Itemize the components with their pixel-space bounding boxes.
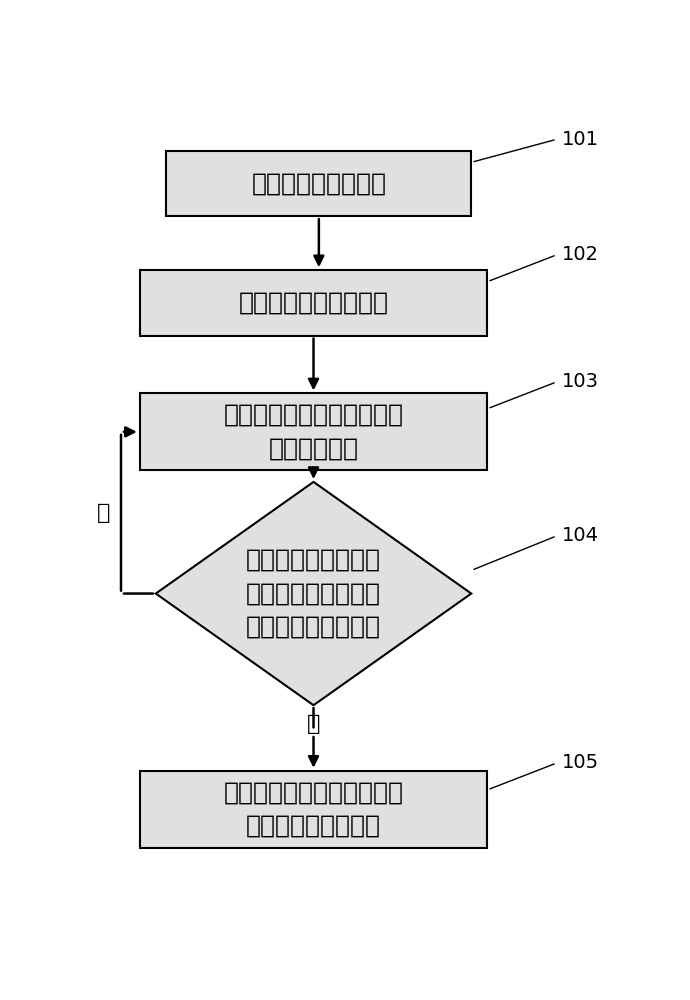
Polygon shape [156, 482, 471, 705]
FancyBboxPatch shape [139, 771, 487, 848]
Text: 103: 103 [562, 372, 599, 391]
Text: 104: 104 [562, 526, 599, 545]
Text: 102: 102 [562, 245, 599, 264]
Text: 105: 105 [562, 753, 600, 772]
Text: 采集孕妇宫缩压力信号: 采集孕妇宫缩压力信号 [239, 291, 388, 315]
Text: 根据宫缩压力强度特征值对
产床撑脚架进行调节: 根据宫缩压力强度特征值对 产床撑脚架进行调节 [224, 780, 404, 838]
Text: 获得预设时间段内的宫缩压
力强度特征值: 获得预设时间段内的宫缩压 力强度特征值 [224, 403, 404, 461]
Text: 判断获得宫缩压力强
度特征值是否为首次
宫缩压力强度特征值: 判断获得宫缩压力强 度特征值是否为首次 宫缩压力强度特征值 [246, 548, 381, 639]
Text: 是: 是 [97, 503, 110, 523]
Text: 否: 否 [307, 714, 320, 734]
FancyBboxPatch shape [139, 270, 487, 336]
FancyBboxPatch shape [166, 151, 471, 216]
Text: 系统进行初始化设置: 系统进行初始化设置 [251, 172, 386, 196]
FancyBboxPatch shape [139, 393, 487, 470]
Text: 101: 101 [562, 130, 599, 149]
